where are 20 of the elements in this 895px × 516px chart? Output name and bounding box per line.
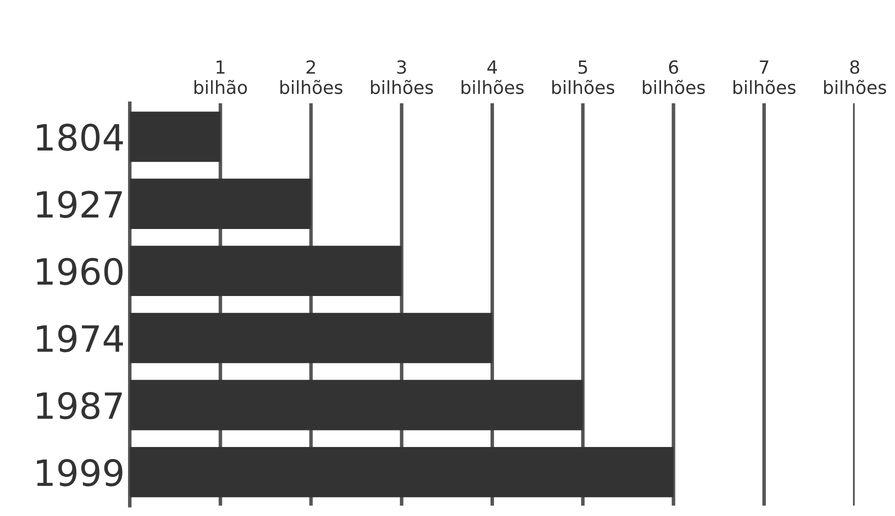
x-tick-label: 6 bilhões (642, 60, 705, 94)
y-tick-label: 1960 (36, 258, 123, 286)
y-tick-label: 1804 (36, 124, 123, 151)
y-tick-label: 1999 (36, 459, 122, 486)
bar (130, 246, 402, 296)
x-tick-label: 8 bilhões (824, 60, 886, 94)
y-tick-label: 1974 (36, 324, 123, 352)
y-tick-label: 1987 (36, 392, 122, 420)
x-tick-label: 4 bilhões (462, 60, 524, 94)
y-tick-label: 1927 (36, 190, 122, 218)
bar (130, 178, 312, 229)
x-tick-label: 1 bilhão (194, 60, 247, 94)
bar (130, 380, 583, 430)
x-tick-label: 7 bilhões (733, 60, 796, 94)
x-tick-label: 5 bilhões (552, 60, 614, 94)
x-tick-label: 2 bilhões (280, 60, 342, 94)
bar (130, 446, 674, 498)
bar (130, 312, 492, 364)
bar (130, 112, 220, 162)
x-tick-label: 3 bilhões (371, 60, 433, 94)
